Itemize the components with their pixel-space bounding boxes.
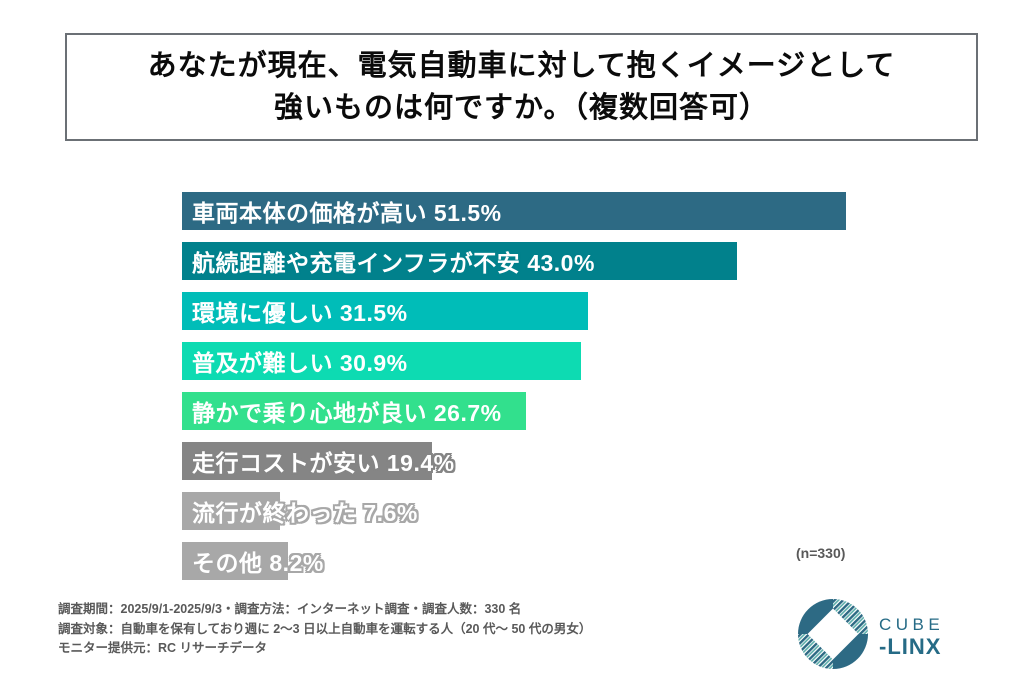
bar: 流行が終わった 7.6% bbox=[182, 492, 417, 530]
bar-chart: 車両本体の価格が高い 51.5% 航続距離や充電インフラが不安 43.0% 環境… bbox=[182, 192, 847, 592]
bar: その他 8.2% bbox=[182, 542, 323, 580]
bar: 普及が難しい 30.9% bbox=[182, 342, 581, 380]
survey-provider-line: モニター提供元：RC リサーチデータ bbox=[58, 641, 268, 655]
brand-wordmark: CUBE -LINX bbox=[879, 616, 944, 658]
bar-label: 普及が難しい 30.9% bbox=[192, 350, 408, 376]
bar: 航続距離や充電インフラが不安 43.0% bbox=[182, 242, 737, 280]
bar-label: その他 8.2% bbox=[192, 550, 324, 576]
brand-dash: - bbox=[879, 633, 888, 659]
cube-linx-logo-icon bbox=[797, 598, 869, 675]
sample-size-note: (n=330) bbox=[796, 545, 846, 561]
survey-period-line: 調査期間：2025/9/1-2025/9/3・調査方法：インターネット調査・調査… bbox=[58, 602, 522, 616]
bar-label: 航続距離や充電インフラが不安 43.0% bbox=[192, 250, 595, 276]
bar: 環境に優しい 31.5% bbox=[182, 292, 589, 330]
bar: 車両本体の価格が高い 51.5% bbox=[182, 192, 847, 230]
survey-question-box: あなたが現在、電気自動車に対して抱くイメージとして 強いものは何ですか。（複数回… bbox=[65, 33, 978, 141]
bar-label: 環境に優しい 31.5% bbox=[192, 300, 408, 326]
bar-label: 流行が終わった 7.6% bbox=[192, 500, 418, 526]
survey-notes: 調査期間：2025/9/1-2025/9/3・調査方法：インターネット調査・調査… bbox=[58, 600, 591, 659]
bar: 走行コストが安い 19.4% bbox=[182, 442, 454, 480]
brand-logo: CUBE -LINX bbox=[797, 598, 944, 675]
survey-question-line1: あなたが現在、電気自動車に対して抱くイメージとして bbox=[147, 50, 896, 82]
brand-name-linx: -LINX bbox=[879, 633, 942, 659]
brand-name-cube: CUBE bbox=[879, 614, 945, 634]
bar: 静かで乗り心地が良い 26.7% bbox=[182, 392, 527, 430]
bar-label: 静かで乗り心地が良い 26.7% bbox=[192, 400, 502, 426]
survey-question-line2: 強いものは何ですか。（複数回答可） bbox=[274, 92, 769, 124]
bar-label: 車両本体の価格が高い 51.5% bbox=[192, 200, 502, 226]
survey-target-line: 調査対象：自動車を保有しており週に 2〜3 日以上自動車を運転する人（20 代〜… bbox=[58, 621, 592, 636]
bar-label: 走行コストが安い 19.4% bbox=[192, 450, 455, 476]
